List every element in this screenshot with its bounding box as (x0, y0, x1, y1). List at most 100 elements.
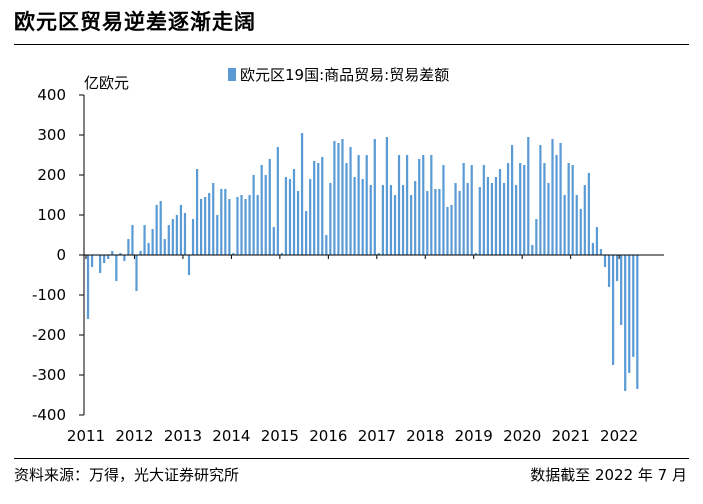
bar (474, 253, 477, 255)
bar (498, 169, 502, 255)
bar (345, 163, 348, 255)
bar (571, 165, 574, 255)
bar (539, 145, 542, 255)
bar (220, 189, 223, 255)
bar (115, 255, 118, 281)
bar (632, 255, 635, 357)
bar (163, 239, 166, 255)
bar (200, 199, 203, 255)
bar (260, 165, 263, 255)
bar (523, 165, 526, 255)
legend-swatch (228, 68, 236, 81)
bar (535, 219, 538, 255)
bar (490, 183, 494, 255)
bar (155, 205, 158, 255)
bar (446, 207, 449, 255)
bar (107, 255, 110, 259)
bar (131, 225, 134, 255)
bar (373, 139, 376, 255)
bar (224, 189, 227, 255)
y-tick-label: 200 (37, 166, 66, 184)
bar (611, 255, 615, 365)
bar (418, 159, 421, 255)
bar (228, 199, 231, 255)
bar (527, 137, 530, 255)
bar (179, 205, 183, 255)
bar (438, 189, 441, 255)
bar (551, 139, 554, 255)
chart-legend: 欧元区19国:商品贸易:贸易差额 (228, 66, 449, 84)
bar (482, 165, 485, 255)
bar (252, 175, 255, 255)
bar (410, 195, 413, 255)
bar (171, 219, 174, 255)
bar (478, 187, 481, 255)
bar (555, 155, 558, 255)
y-tick-label: 300 (37, 126, 66, 144)
bar (195, 169, 199, 255)
bar (543, 163, 546, 255)
bar (430, 155, 433, 255)
bar (365, 155, 368, 255)
bar (321, 157, 324, 255)
y-tick-label: 400 (37, 86, 66, 104)
bar (256, 195, 259, 255)
bar (329, 183, 332, 255)
bar (531, 245, 534, 255)
bar (369, 185, 372, 255)
bar (240, 195, 243, 255)
bar (268, 159, 271, 255)
bar (341, 139, 344, 255)
bar (599, 249, 603, 255)
bar (442, 165, 445, 255)
bar (317, 163, 320, 255)
bar (244, 199, 247, 255)
bar (175, 215, 178, 255)
x-tick-label: 2016 (309, 427, 347, 445)
bar (389, 185, 393, 255)
bar (248, 195, 251, 255)
bar (272, 227, 275, 255)
bar (123, 255, 126, 261)
y-tick-label: -100 (32, 286, 66, 304)
x-tick-label: 2021 (552, 427, 590, 445)
bar (309, 179, 312, 255)
x-tick-label: 2012 (115, 427, 153, 445)
bar (167, 225, 170, 255)
bar (333, 141, 336, 255)
bar (624, 255, 627, 391)
bar (377, 253, 380, 255)
bar (401, 185, 405, 255)
bar (300, 133, 304, 255)
bar (502, 183, 506, 255)
data-cutoff-note: 数据截至 2022 年 7 月 (530, 466, 687, 484)
bar (337, 143, 340, 255)
y-tick-label: -400 (32, 406, 66, 424)
bar (381, 185, 384, 255)
bar (559, 143, 562, 255)
y-axis-unit: 亿欧元 (84, 74, 129, 92)
bar (305, 211, 308, 255)
bar (583, 185, 586, 255)
bar (147, 243, 150, 255)
bar (515, 185, 518, 255)
bar (127, 239, 130, 255)
bar (587, 173, 590, 255)
source-note: 资料来源：万得，光大证券研究所 (14, 466, 240, 484)
bar (607, 255, 611, 287)
bar (591, 243, 594, 255)
bar (236, 197, 239, 255)
x-tick-label: 2019 (455, 427, 493, 445)
bar (119, 253, 122, 255)
x-axis: 2011 2012 2013 2014 2015 2016 2017 2018 2019 2020… (67, 255, 638, 445)
bar (232, 253, 235, 255)
bar (135, 255, 138, 291)
bar (494, 177, 498, 255)
bar (103, 255, 106, 263)
page-title: 欧元区贸易逆差逐渐走阔 (14, 10, 256, 34)
bar (519, 163, 522, 255)
bar (296, 191, 300, 255)
x-tick-label: 2018 (406, 427, 444, 445)
bar (567, 163, 570, 255)
y-tick-label: 100 (37, 206, 66, 224)
